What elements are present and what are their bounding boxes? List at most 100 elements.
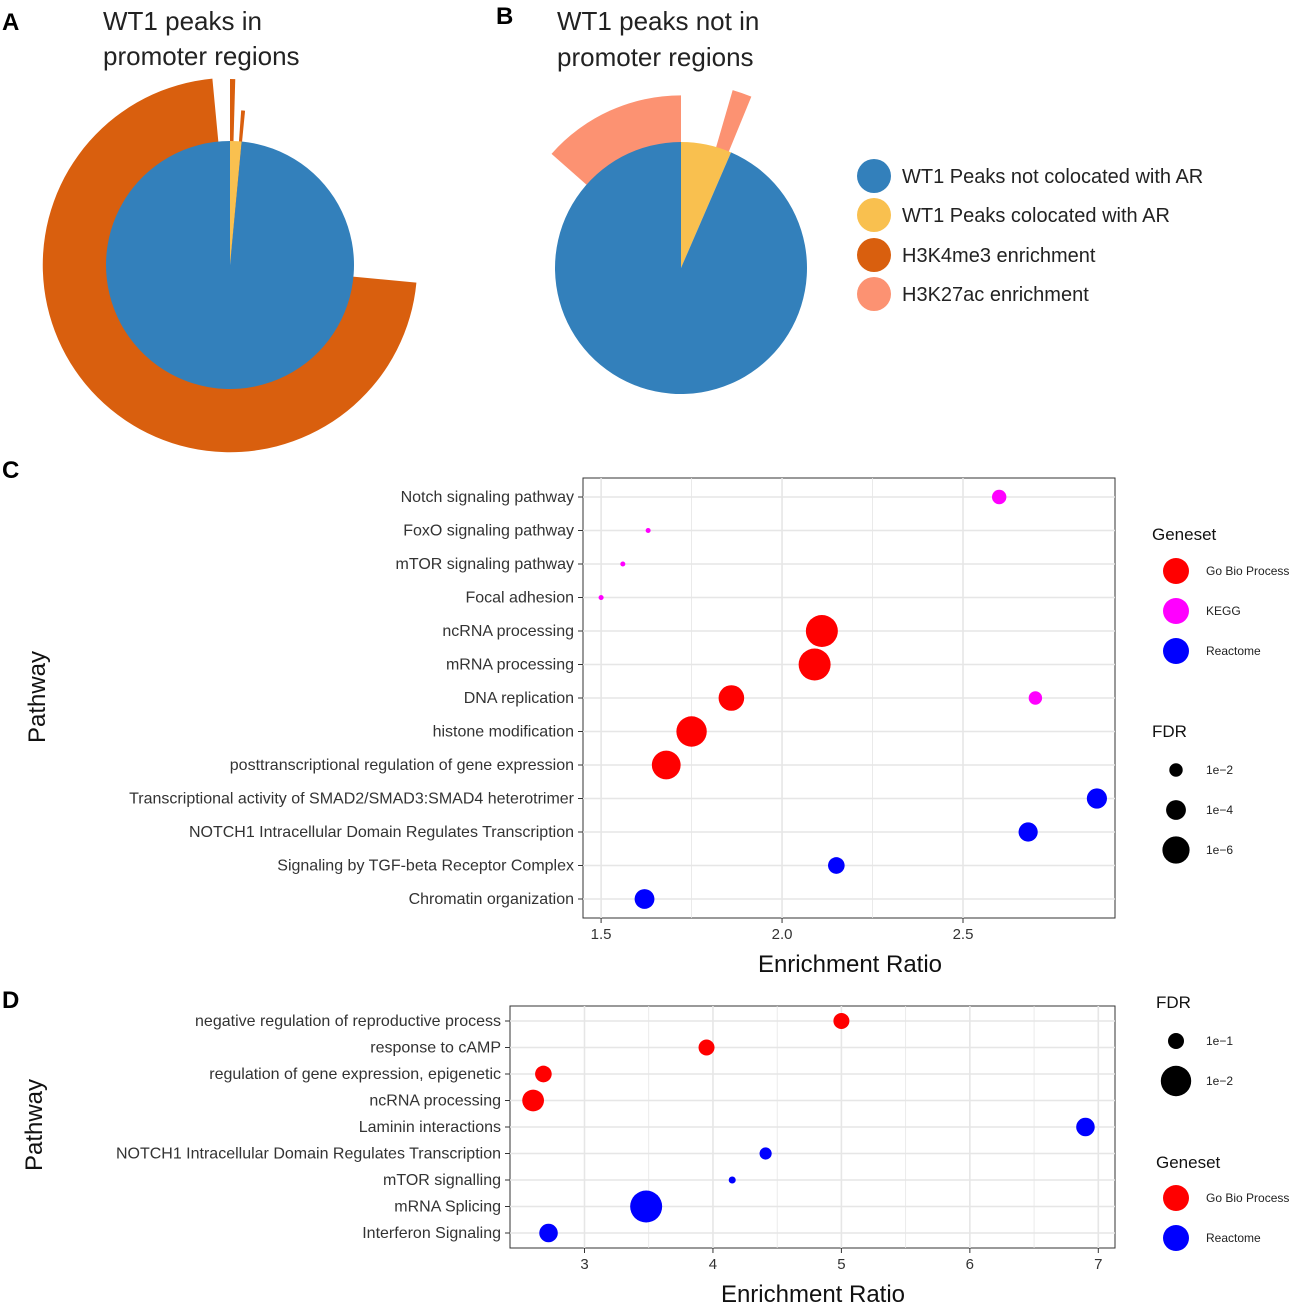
data-point-laminin-interactions	[1076, 1117, 1095, 1137]
legend-label-h3k4me3: H3K4me3 enrichment	[902, 245, 1096, 267]
data-point-ncrna-processing	[522, 1089, 545, 1112]
x-tick-label: 2.5	[953, 926, 974, 943]
chart-c-geneset-legend-title: Geneset	[1152, 525, 1217, 544]
panel-a-letter: A	[2, 9, 19, 36]
pie-chart-a	[42, 78, 417, 453]
y-tick-label: Focal adhesion	[465, 590, 574, 607]
legend-item-label: 1e−2	[1206, 763, 1233, 777]
legend-label-h3k27ac: H3K27ac enrichment	[902, 284, 1089, 306]
panel-d-letter: D	[2, 987, 19, 1014]
chart-c-legends: Go Bio Process KEGG Reactome 1e−2 1e−4 1e−6	[1162, 558, 1289, 864]
data-point-focal-adhesion	[598, 594, 604, 601]
legend-size-key	[1168, 1033, 1184, 1049]
dot-plot-d: negative regulation of reproductive proc…	[116, 1005, 1116, 1273]
panel-c: C Notch signaling pathway FoxO signaling …	[2, 457, 1289, 978]
data-point-transcriptional-activity-of-smad2-smad3-smad4-heterotrimer	[1086, 788, 1107, 809]
data-point-mtor-signaling-pathway	[620, 561, 626, 567]
y-tick-label: DNA replication	[464, 690, 574, 707]
y-tick-label: Laminin interactions	[359, 1119, 501, 1136]
data-point-dna-replication	[1028, 691, 1043, 705]
y-tick-label: Interferon Signaling	[362, 1225, 501, 1242]
chart-c-ylabel: Pathway	[24, 651, 51, 743]
legend-item-label: 1e−1	[1206, 1034, 1233, 1048]
y-tick-label: mRNA Splicing	[394, 1199, 501, 1216]
y-tick-label: negative regulation of reproductive proc…	[195, 1013, 501, 1030]
panel-d: D negative regulation of reproductive pr…	[2, 987, 1289, 1308]
pie-legend-item: WT1 Peaks not colocated with AR	[857, 159, 1203, 193]
y-tick-label: mTOR signalling	[383, 1172, 501, 1189]
data-point-negative-regulation-of-reproductive-process	[833, 1013, 850, 1029]
panel-b: B WT1 peaks not in promoter regions	[496, 3, 808, 394]
chart-d-xlabel: Enrichment Ratio	[721, 1281, 905, 1308]
y-tick-label: FoxO signaling pathway	[403, 523, 574, 540]
legend-key-kegg	[1163, 598, 1189, 624]
panel-b-title-line1: WT1 peaks not in	[557, 6, 759, 36]
y-tick-label: regulation of gene expression, epigeneti…	[209, 1066, 501, 1083]
x-tick-label: 2.0	[772, 926, 793, 943]
data-point-notch1-intracellular-domain-regulates-transcription	[1018, 822, 1038, 842]
y-tick-label: NOTCH1 Intracellular Domain Regulates Tr…	[116, 1146, 501, 1163]
legend-item-label: Go Bio Process	[1206, 1191, 1289, 1205]
pie-legend: WT1 Peaks not colocated with AR WT1 Peak…	[857, 159, 1203, 311]
chart-c-xlabel: Enrichment Ratio	[758, 951, 942, 978]
chart-d-ylabel: Pathway	[21, 1079, 48, 1171]
x-tick-label: 1.5	[591, 926, 612, 943]
legend-key-reactome	[1163, 638, 1189, 664]
chart-d-geneset-legend-title: Geneset	[1156, 1153, 1221, 1172]
data-point-chromatin-organization	[634, 889, 655, 909]
panel-c-letter: C	[2, 457, 19, 484]
chart-d-legends: 1e−1 1e−2 Go Bio Process Reactome	[1160, 1033, 1289, 1251]
y-tick-label: posttranscriptional regulation of gene e…	[230, 757, 574, 774]
data-point-mrna-processing	[798, 648, 831, 681]
legend-size-key	[1169, 763, 1183, 777]
x-tick-label: 6	[966, 1256, 974, 1273]
data-point-signaling-by-tgf-beta-receptor-complex	[828, 857, 845, 874]
legend-item-label: Go Bio Process	[1206, 564, 1289, 578]
data-point-dna-replication	[718, 685, 745, 711]
y-tick-label: ncRNA processing	[369, 1093, 501, 1110]
y-tick-label: Signaling by TGF-beta Receptor Complex	[277, 858, 574, 875]
pie-chart-b	[551, 90, 808, 394]
legend-key-go-bio-process	[1163, 558, 1189, 584]
x-tick-label: 7	[1094, 1256, 1102, 1273]
pie-slice-wt1-peaks-colocated-with-ar	[230, 141, 242, 265]
data-point-ncrna-processing	[805, 615, 838, 647]
legend-item-label: 1e−6	[1206, 843, 1233, 857]
legend-item-label: KEGG	[1206, 604, 1241, 618]
legend-swatch-not-colocated	[857, 159, 891, 193]
y-tick-label: response to cAMP	[370, 1040, 501, 1057]
data-point-foxo-signaling-pathway	[645, 528, 651, 533]
data-point-regulation-of-gene-expression-epigenetic	[535, 1065, 552, 1083]
x-tick-label: 4	[709, 1256, 717, 1273]
panel-a-title-line1: WT1 peaks in	[103, 6, 262, 36]
data-point-mrna-splicing	[630, 1190, 663, 1223]
y-tick-label: NOTCH1 Intracellular Domain Regulates Tr…	[189, 824, 574, 841]
legend-size-key	[1166, 800, 1186, 820]
dot-plot-c: Notch signaling pathway FoxO signaling pa…	[129, 477, 1116, 943]
data-point-notch1-intracellular-domain-regulates-transcription	[759, 1147, 772, 1160]
x-tick-label: 5	[837, 1256, 845, 1273]
legend-item-label: 1e−2	[1206, 1074, 1233, 1088]
data-point-posttranscriptional-regulation-of-gene-expression	[651, 750, 681, 780]
y-tick-label: histone modification	[433, 724, 574, 741]
legend-key-go-bio-process	[1163, 1185, 1189, 1211]
legend-size-key	[1162, 836, 1190, 864]
legend-swatch-h3k4me3	[857, 238, 891, 272]
legend-item-label: Reactome	[1206, 1231, 1261, 1245]
y-tick-label: Notch signaling pathway	[401, 489, 574, 506]
chart-d-fdr-legend-title: FDR	[1156, 993, 1191, 1012]
y-tick-label: mTOR signaling pathway	[396, 556, 574, 573]
pie-slice-wt1-peaks-colocated-with-ar	[681, 142, 732, 268]
panel-b-title-line2: promoter regions	[557, 42, 754, 72]
chart-c-fdr-legend-title: FDR	[1152, 722, 1187, 741]
data-point-mtor-signalling	[728, 1176, 736, 1184]
legend-label-not-colocated: WT1 Peaks not colocated with AR	[902, 166, 1203, 188]
data-point-histone-modification	[676, 716, 707, 747]
legend-swatch-colocated	[857, 198, 891, 232]
panel-a-title-line2: promoter regions	[103, 41, 300, 71]
y-tick-label: Chromatin organization	[409, 891, 574, 908]
legend-label-colocated: WT1 Peaks colocated with AR	[902, 205, 1170, 227]
panel-a: A WT1 peaks in promoter regions	[2, 6, 417, 453]
y-tick-label: mRNA processing	[446, 657, 574, 674]
